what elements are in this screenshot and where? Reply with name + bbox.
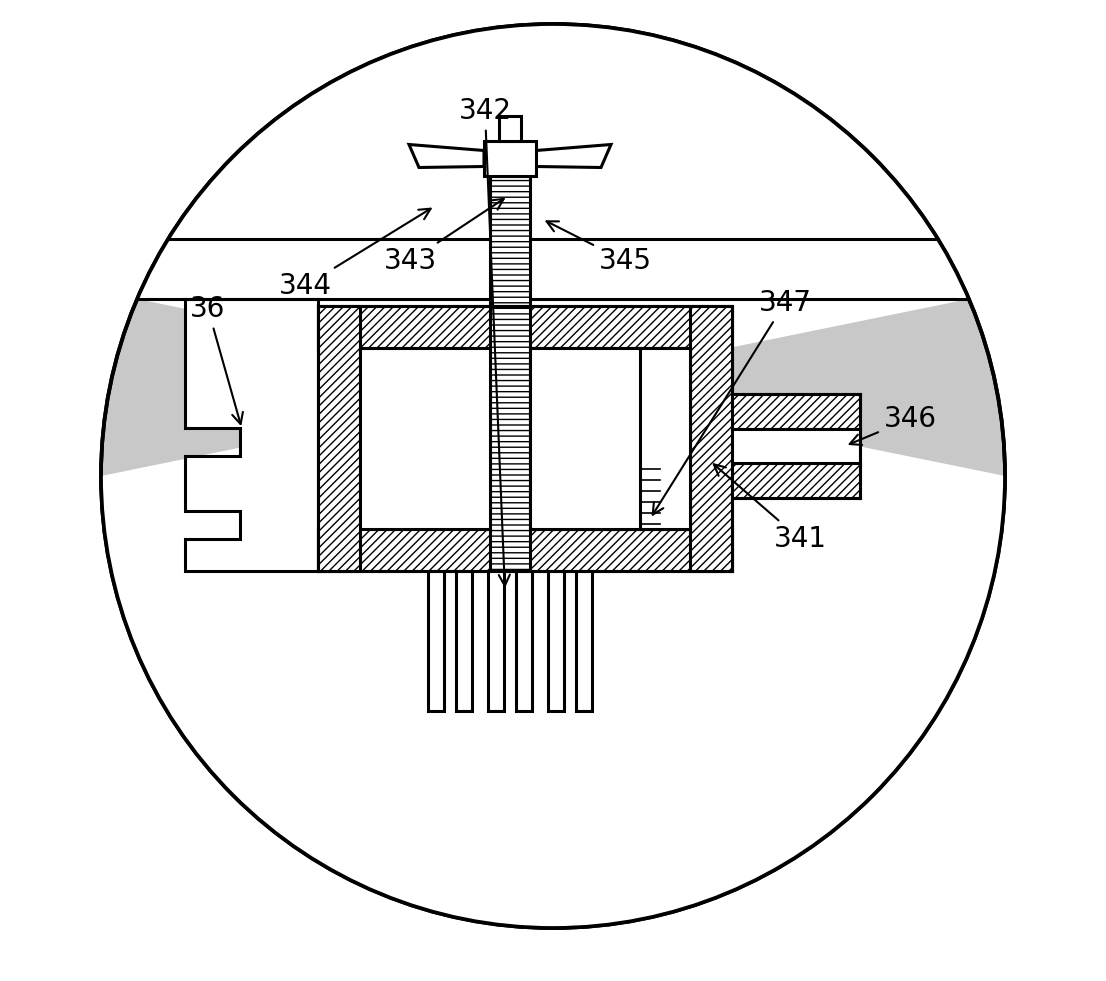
- Bar: [640, 348, 690, 529]
- Bar: [488, 571, 504, 711]
- Bar: [456, 571, 472, 711]
- Bar: [499, 116, 521, 141]
- Polygon shape: [319, 529, 732, 571]
- Bar: [517, 571, 532, 711]
- Bar: [484, 141, 536, 176]
- Bar: [732, 429, 860, 463]
- Polygon shape: [490, 306, 530, 571]
- Text: 36: 36: [190, 295, 243, 424]
- Text: 347: 347: [653, 289, 812, 515]
- Bar: [576, 571, 592, 711]
- Text: 346: 346: [849, 405, 937, 445]
- Bar: [428, 571, 444, 711]
- Text: 344: 344: [279, 209, 430, 300]
- Polygon shape: [319, 306, 359, 571]
- Polygon shape: [690, 306, 732, 571]
- Polygon shape: [168, 24, 938, 239]
- Polygon shape: [101, 299, 1005, 928]
- Polygon shape: [137, 239, 969, 299]
- Polygon shape: [185, 299, 319, 571]
- Text: 343: 343: [384, 199, 503, 275]
- Polygon shape: [490, 176, 530, 306]
- Bar: [547, 571, 564, 711]
- Text: 341: 341: [713, 464, 826, 553]
- Polygon shape: [732, 463, 860, 498]
- Polygon shape: [319, 306, 732, 348]
- Text: 345: 345: [546, 222, 651, 275]
- Polygon shape: [536, 144, 611, 168]
- Bar: [359, 348, 490, 529]
- Polygon shape: [732, 394, 860, 429]
- Polygon shape: [409, 144, 484, 168]
- Polygon shape: [530, 348, 640, 529]
- Bar: [530, 348, 690, 529]
- Circle shape: [101, 24, 1005, 928]
- Text: 342: 342: [459, 97, 511, 586]
